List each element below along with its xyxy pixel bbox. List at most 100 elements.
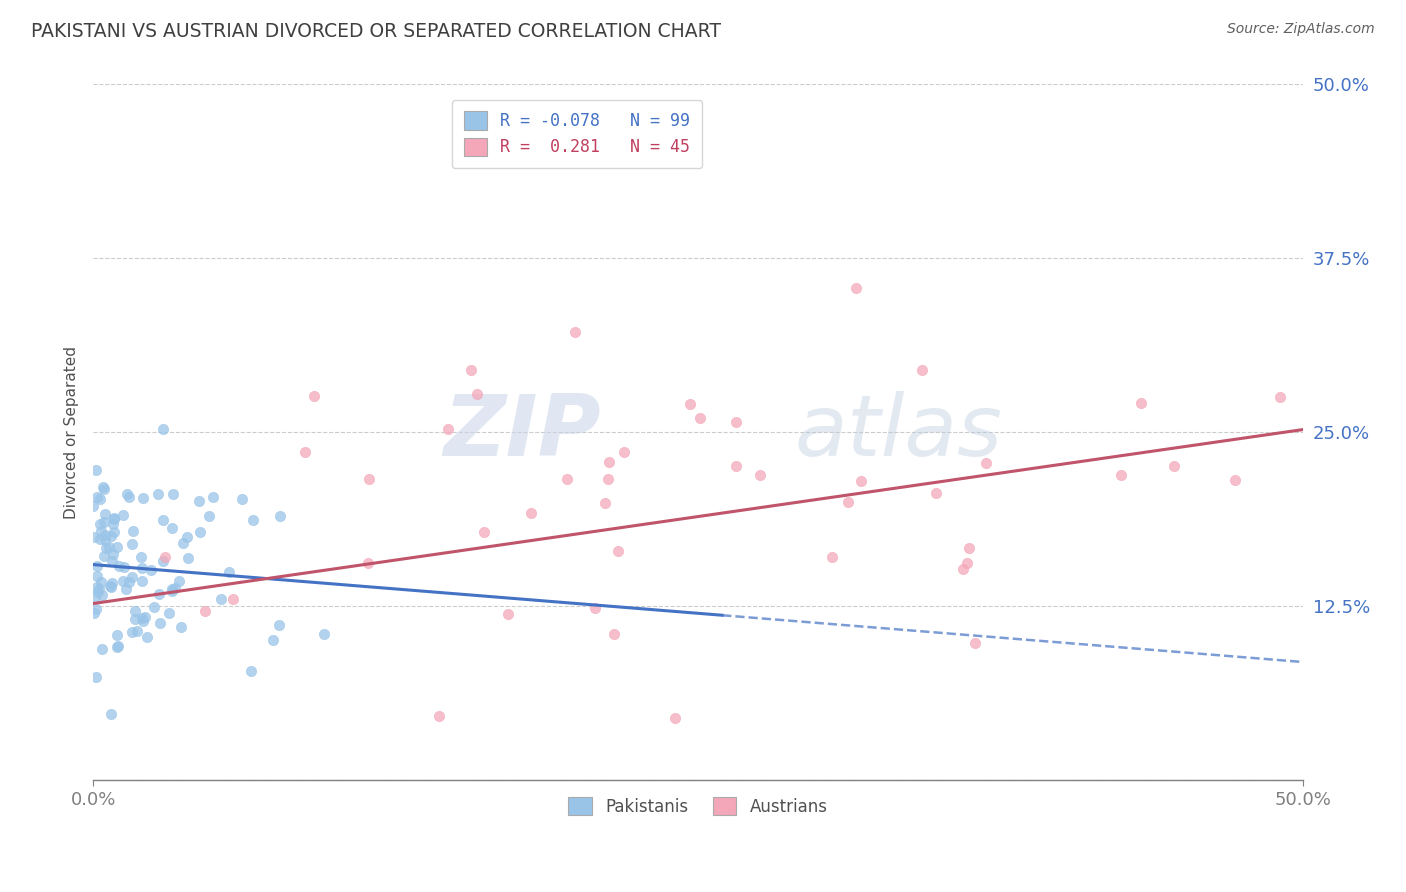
Point (105, 628, 128, 642)
Point (209, 592, 232, 607)
Point (93, 549, 115, 563)
Point (242, 513, 264, 527)
Point (86, 580, 108, 594)
Point (114, 582, 136, 597)
Point (1130, 396, 1153, 410)
Point (100, 706, 122, 721)
Point (294, 445, 316, 459)
Point (115, 487, 138, 501)
Point (139, 563, 162, 577)
Point (496, 607, 519, 621)
Point (169, 574, 191, 588)
Point (129, 549, 152, 564)
Point (101, 547, 124, 561)
Point (87, 585, 110, 599)
Point (84, 463, 107, 477)
Text: atlas: atlas (794, 391, 1002, 474)
Point (427, 708, 450, 723)
Point (188, 525, 211, 540)
Point (105, 640, 128, 654)
Point (725, 458, 748, 473)
Point (100, 529, 122, 543)
Point (460, 362, 482, 376)
Point (849, 474, 872, 488)
Point (613, 445, 636, 459)
Point (269, 509, 291, 524)
Point (101, 553, 124, 567)
Point (162, 487, 184, 501)
Point (845, 281, 868, 295)
Point (910, 363, 932, 377)
Point (103, 510, 125, 524)
Point (83, 606, 105, 620)
Point (176, 530, 198, 544)
Point (93, 507, 115, 521)
Point (101, 516, 124, 531)
Point (302, 389, 325, 403)
Point (93, 482, 115, 496)
Point (94, 541, 117, 556)
Point (108, 559, 131, 574)
Point (84, 670, 107, 684)
Text: ZIP: ZIP (443, 391, 602, 474)
Point (112, 574, 135, 589)
Point (86, 558, 108, 573)
Point (240, 665, 263, 679)
Point (148, 487, 170, 501)
Point (472, 525, 495, 540)
Point (664, 711, 686, 725)
Point (87, 582, 110, 596)
Point (187, 494, 209, 508)
Point (84, 602, 107, 616)
Point (924, 486, 946, 500)
Point (1109, 468, 1132, 483)
Point (606, 543, 628, 558)
Point (837, 494, 859, 508)
Point (82, 500, 104, 514)
Point (89, 491, 111, 506)
Point (107, 639, 129, 653)
Point (1163, 458, 1185, 473)
Point (91, 588, 114, 602)
Point (91, 480, 114, 494)
Point (125, 624, 148, 639)
Point (152, 422, 174, 436)
Point (725, 415, 748, 429)
Point (359, 472, 381, 486)
Point (218, 565, 240, 579)
Point (679, 397, 702, 411)
Point (94, 527, 117, 541)
Point (952, 562, 974, 576)
Point (177, 551, 200, 566)
Point (90, 574, 112, 589)
Point (111, 508, 134, 522)
Point (94, 533, 117, 548)
Point (689, 410, 711, 425)
Point (101, 576, 124, 591)
Point (593, 496, 616, 510)
Point (103, 512, 125, 526)
Point (583, 601, 606, 615)
Point (121, 570, 143, 584)
Point (132, 615, 155, 629)
Point (121, 537, 143, 551)
Point (959, 541, 981, 556)
Point (136, 630, 159, 644)
Point (749, 467, 772, 482)
Point (118, 490, 141, 504)
Point (160, 584, 183, 599)
Point (143, 599, 166, 614)
Point (157, 606, 180, 620)
Point (124, 612, 146, 626)
Point (172, 536, 194, 550)
Point (131, 611, 153, 625)
Point (193, 603, 215, 617)
Point (170, 620, 193, 634)
Point (974, 456, 997, 470)
Point (956, 556, 979, 570)
Point (465, 387, 488, 401)
Point (231, 492, 253, 507)
Text: PAKISTANI VS AUSTRIAN DIVORCED OR SEPARATED CORRELATION CHART: PAKISTANI VS AUSTRIAN DIVORCED OR SEPARA… (31, 22, 721, 41)
Point (821, 549, 844, 564)
Point (262, 632, 284, 647)
